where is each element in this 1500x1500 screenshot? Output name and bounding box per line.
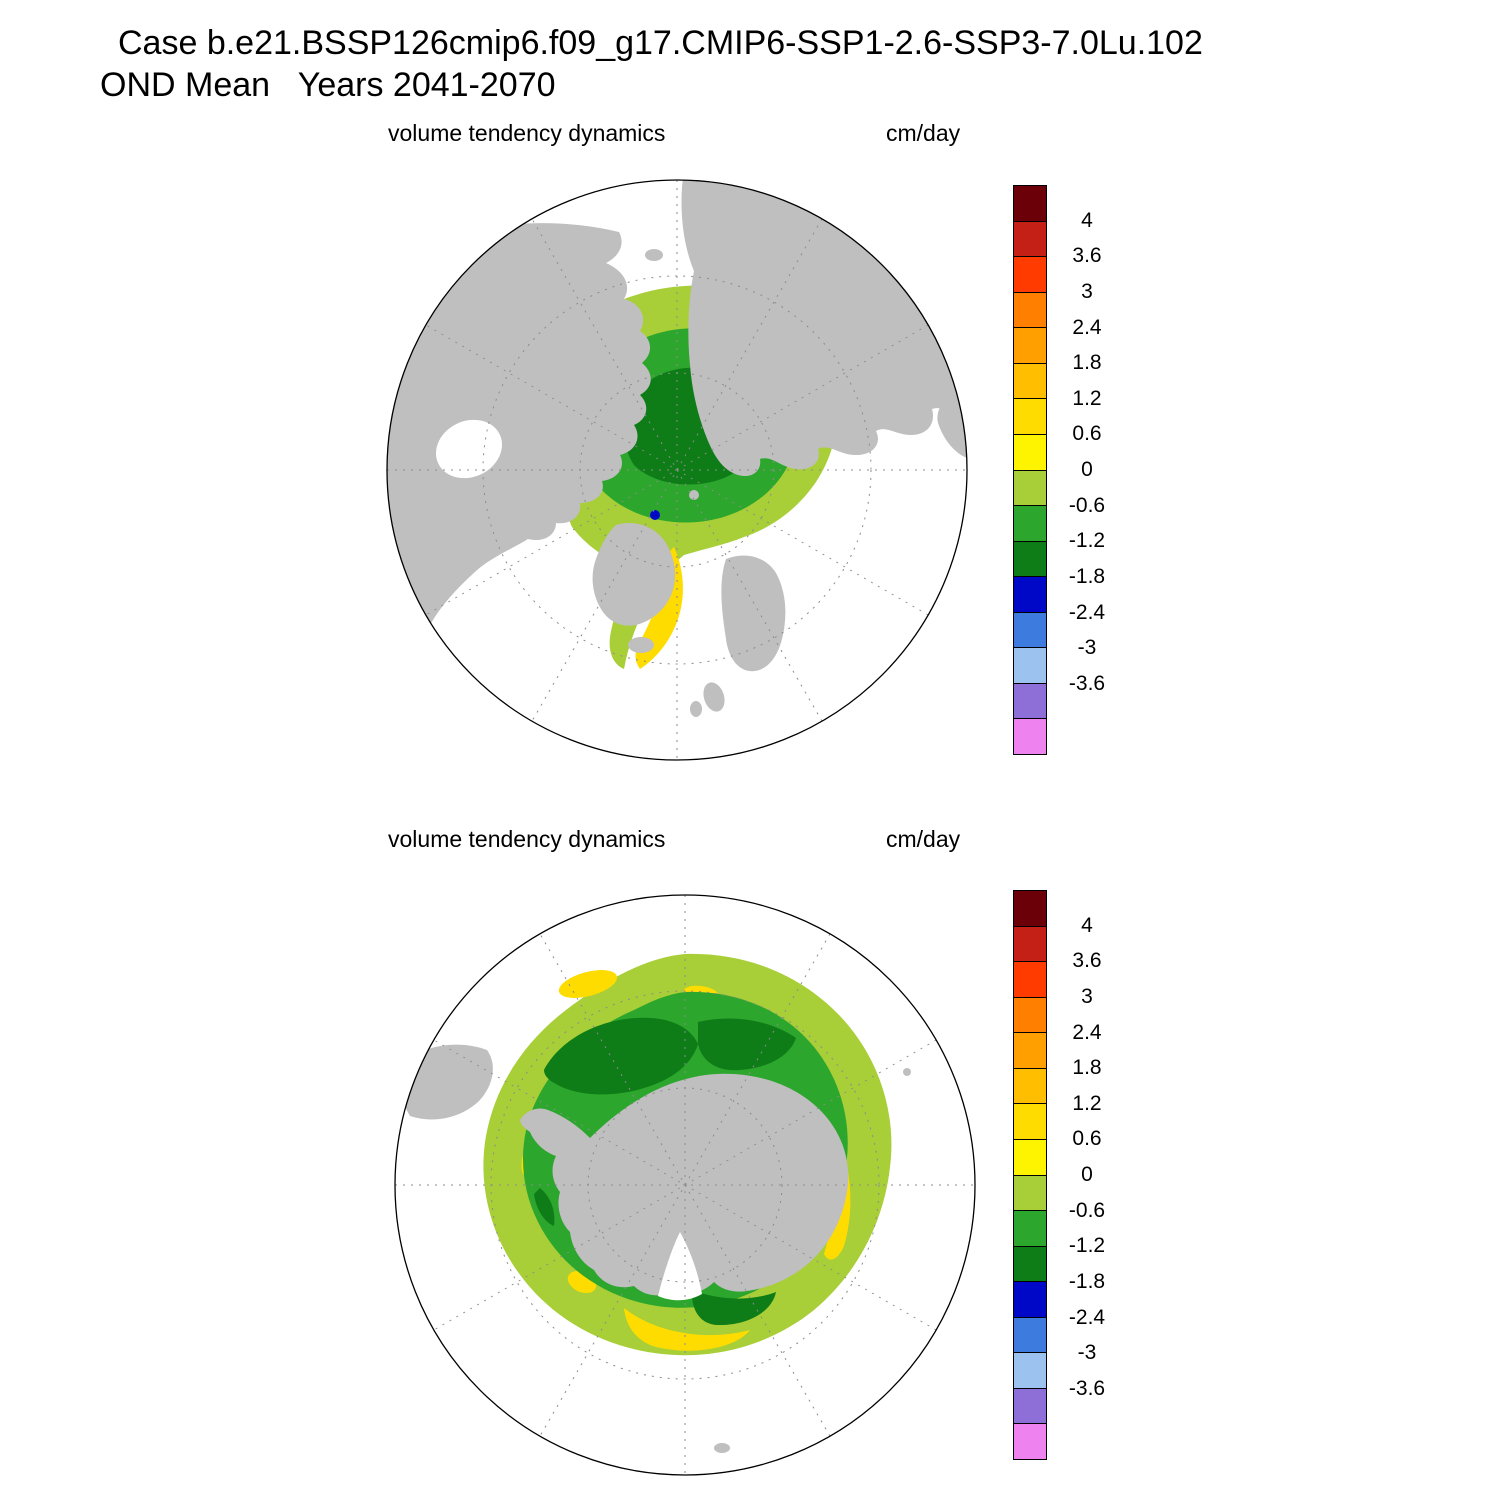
colorbar-tick-label: -1.8 <box>1068 1269 1106 1293</box>
colorbar-segment <box>1014 1104 1046 1140</box>
colorbar-tick-label: -2.4 <box>1068 1305 1106 1329</box>
colorbar-segment <box>1014 1282 1046 1318</box>
colorbar-tick-label: -1.2 <box>1068 529 1106 553</box>
landmass-south-america-tip <box>399 1044 493 1120</box>
colorbar-segment <box>1014 1388 1046 1425</box>
colorbar-segment <box>1014 1424 1046 1459</box>
colorbar-tick-label: 3.6 <box>1072 244 1102 268</box>
colorbar-strip <box>1013 890 1047 1460</box>
colorbar-segment <box>1014 541 1046 578</box>
colorbar-segment <box>1014 997 1046 1034</box>
colorbar-tick-label: -2.4 <box>1068 600 1106 624</box>
landmass-kamchatka <box>937 402 967 459</box>
landmass-ireland <box>690 701 702 717</box>
colorbar-segment <box>1014 328 1046 364</box>
sea-ice-region-dark-green-west <box>534 1188 555 1226</box>
graticule <box>387 180 967 760</box>
colorbar-segment <box>1014 1353 1046 1389</box>
south-panel-title: volume tendency dynamics <box>388 826 666 852</box>
colorbar-tick-label: 1.2 <box>1072 386 1102 410</box>
colorbar-tick-label: -0.6 <box>1068 493 1106 517</box>
colorbar-tick-label: -3.6 <box>1068 1376 1106 1400</box>
colorbar-tick-label: 3.6 <box>1072 949 1102 973</box>
colorbar-tick-label: 0 <box>1081 458 1093 481</box>
colorbar-tick-label: 1.8 <box>1072 351 1102 375</box>
colorbar-segment <box>1014 221 1046 258</box>
landmass-scandinavia <box>721 555 786 672</box>
landmass-small-island-east <box>903 1068 911 1076</box>
landmass-iceland <box>628 637 654 653</box>
map-boundary-circle <box>386 179 968 761</box>
south-panel-units: cm/day <box>886 826 961 852</box>
sea-ice-region-yellow-south-arc <box>624 1308 750 1351</box>
colorbar-strip <box>1013 185 1047 755</box>
landmass-small-island-south <box>714 1443 730 1453</box>
colorbar-segment <box>1014 470 1046 507</box>
colorbar-south: 4 3.6 3 2.4 1.8 1.2 0.6 0 -0.6 -1.2 -1.8 -2.4 -3 -3.6 <box>1013 890 1133 1460</box>
ross-sea-notch <box>658 1232 702 1301</box>
colorbar-tick-label: 0 <box>1081 1163 1093 1186</box>
colorbar-tick-label: -1.2 <box>1068 1234 1106 1258</box>
colorbar-north: 4 3.6 3 2.4 1.8 1.2 0.6 0 -0.6 -1.2 -1.8 -2.4 -3 -3.6 <box>1013 185 1133 755</box>
graticule <box>395 895 975 1475</box>
landmass-svalbard <box>689 490 699 500</box>
colorbar-tick-label: 0.6 <box>1072 422 1102 446</box>
colorbar-segment <box>1014 1175 1046 1212</box>
colorbar-segment <box>1014 434 1046 471</box>
colorbar-segment <box>1014 1246 1046 1283</box>
colorbar-segment <box>1014 399 1046 435</box>
colorbar-segment <box>1014 1068 1046 1105</box>
colorbar-segment <box>1014 683 1046 720</box>
colorbar-tick-label: 1.2 <box>1072 1091 1102 1115</box>
north-panel-title: volume tendency dynamics <box>388 120 666 146</box>
north-panel-units: cm/day <box>886 120 961 146</box>
colorbar-segment <box>1014 926 1046 963</box>
colorbar-tick-label: -3 <box>1077 1341 1097 1365</box>
colorbar-tick-label: 4 <box>1081 208 1093 232</box>
season-years-subtitle: OND Mean Years 2041-2070 <box>100 66 556 104</box>
colorbar-tick-label: -3.6 <box>1068 671 1106 695</box>
colorbar-tick-label: 4 <box>1081 913 1093 937</box>
colorbar-tick-label: -1.8 <box>1068 564 1106 588</box>
colorbar-tick-label: 2.4 <box>1072 315 1102 339</box>
landmass-north-america <box>387 223 651 625</box>
colorbar-segment <box>1014 1317 1046 1354</box>
hudson-bay <box>435 419 503 479</box>
colorbar-segment <box>1014 506 1046 542</box>
sea-ice-region-dark-green-north <box>698 1018 796 1071</box>
colorbar-tick-label: 2.4 <box>1072 1020 1102 1044</box>
colorbar-segment <box>1014 363 1046 400</box>
colorbar-segment <box>1014 962 1046 998</box>
arctic-map <box>386 179 968 761</box>
colorbar-tick-label: 3 <box>1081 279 1093 303</box>
landmass-britain <box>703 682 725 712</box>
colorbar-segment <box>1014 648 1046 684</box>
landmass-wrangel-island <box>645 249 663 261</box>
colorbar-segment <box>1014 186 1046 222</box>
sea-ice-region-blue-spot <box>650 510 660 520</box>
colorbar-segment <box>1014 612 1046 649</box>
map-boundary-circle <box>394 894 976 1476</box>
antarctic-map <box>394 894 976 1476</box>
case-title: Case b.e21.BSSP126cmip6.f09_g17.CMIP6-SS… <box>118 24 1203 62</box>
sea-ice-region-dark-green-south <box>691 1290 776 1326</box>
colorbar-tick-label: -3 <box>1077 636 1097 660</box>
colorbar-segment <box>1014 1033 1046 1069</box>
colorbar-tick-label: 3 <box>1081 984 1093 1008</box>
colorbar-segment <box>1014 1139 1046 1176</box>
colorbar-segment <box>1014 292 1046 329</box>
landmass-novaya-zemlya <box>737 434 773 476</box>
colorbar-segment <box>1014 891 1046 927</box>
colorbar-tick-label: 1.8 <box>1072 1056 1102 1080</box>
colorbar-segment <box>1014 719 1046 754</box>
sea-ice-region-dark-green-weddell <box>544 1017 698 1095</box>
colorbar-segment <box>1014 577 1046 613</box>
colorbar-segment <box>1014 1211 1046 1247</box>
colorbar-segment <box>1014 257 1046 293</box>
landmass-greenland <box>592 523 676 626</box>
colorbar-tick-label: 0.6 <box>1072 1127 1102 1151</box>
colorbar-tick-label: -0.6 <box>1068 1198 1106 1222</box>
